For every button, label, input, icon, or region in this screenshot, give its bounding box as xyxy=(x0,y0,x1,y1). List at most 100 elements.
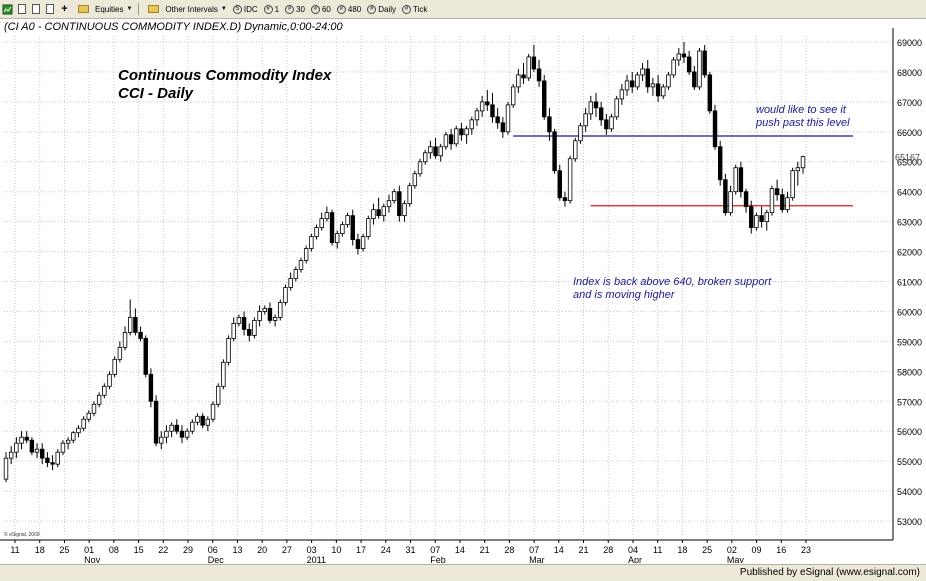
candle-body-up xyxy=(205,418,211,426)
candle xyxy=(215,383,221,408)
candle-body-up xyxy=(164,430,169,438)
candle-body-up xyxy=(127,317,133,333)
interval-label: 1 xyxy=(274,4,280,14)
y-tick-label: 69000 xyxy=(897,38,922,48)
x-tick-label: 28 xyxy=(603,545,613,555)
x-tick-label: 04 xyxy=(628,545,638,555)
x-tick-label: 03 xyxy=(307,545,317,555)
candle-body-up xyxy=(769,188,775,214)
candle xyxy=(516,68,521,93)
page-copy-icon[interactable] xyxy=(32,4,40,14)
candle xyxy=(262,305,267,315)
candle xyxy=(319,212,324,231)
chevron-down-icon: ▼ xyxy=(126,6,133,12)
candle-body-up xyxy=(624,80,630,91)
candle-body-up xyxy=(314,227,319,237)
candle-body-up xyxy=(650,83,656,88)
candle-body-up xyxy=(516,74,521,88)
x-tick-label: 18 xyxy=(677,545,687,555)
candle-body-down xyxy=(686,56,692,73)
interval-button-30[interactable]: #30 xyxy=(285,4,305,14)
candle-body-up xyxy=(335,233,340,243)
equities-menu[interactable]: Equities ▼ xyxy=(95,5,132,14)
candle-body-up xyxy=(159,436,164,444)
candle xyxy=(112,356,117,378)
candle-body-up xyxy=(417,161,423,175)
candle-body-up xyxy=(3,457,9,480)
candle-body-up xyxy=(469,119,474,130)
candle xyxy=(681,41,687,63)
candle xyxy=(179,425,185,444)
candle xyxy=(655,74,661,102)
candle xyxy=(303,245,309,264)
candle-body-up xyxy=(262,308,267,312)
candle xyxy=(619,83,625,105)
candle xyxy=(510,83,516,108)
y-tick-label: 65000 xyxy=(897,158,922,168)
candle xyxy=(645,59,650,93)
candlestick-chart[interactable]: 53000 54000 55000 56000 57000 58000 59000 60000… xyxy=(0,18,926,565)
x-tick-label: 16 xyxy=(776,545,786,555)
interval-button-480[interactable]: #480 xyxy=(336,4,361,14)
chevron-down-icon: ▼ xyxy=(220,6,227,12)
candle xyxy=(536,59,542,87)
candle xyxy=(34,443,40,459)
x-tick-label: 21 xyxy=(480,545,490,555)
candle xyxy=(505,101,511,135)
candle-body-up xyxy=(609,116,614,130)
equities-folder-icon xyxy=(78,5,89,13)
x-tick-label: 20 xyxy=(257,545,267,555)
candle xyxy=(676,47,682,66)
candle-body-down xyxy=(598,107,604,121)
candle-body-down xyxy=(774,188,780,196)
interval-button-idc[interactable]: S IDC xyxy=(232,4,258,14)
add-icon[interactable]: + xyxy=(61,3,68,15)
interval-button-1[interactable]: #1 xyxy=(263,4,280,14)
candle-body-down xyxy=(376,209,381,217)
candle-body-down xyxy=(749,206,754,229)
other-intervals-menu[interactable]: Other Intervals ▼ xyxy=(165,5,226,14)
candle-body-down xyxy=(557,170,562,199)
candle xyxy=(184,428,190,441)
x-month-label: 2011 xyxy=(307,555,326,563)
x-tick-label: 31 xyxy=(405,545,415,555)
candle-body-up xyxy=(60,442,66,453)
candle xyxy=(738,161,744,198)
candle-body-down xyxy=(692,71,697,88)
candle-body-up xyxy=(272,317,278,321)
candle-body-up xyxy=(443,134,449,148)
new-chart-icon[interactable] xyxy=(2,4,13,15)
candle xyxy=(697,47,702,90)
candle xyxy=(257,305,262,327)
candle-body-up xyxy=(86,412,92,420)
candle xyxy=(774,179,780,201)
interval-button-60[interactable]: #60 xyxy=(310,4,331,14)
candle-body-up xyxy=(102,385,107,396)
candle-body-down xyxy=(681,53,687,58)
candle-body-up xyxy=(697,50,702,88)
candle-body-up xyxy=(790,170,795,199)
candle-body-up xyxy=(366,218,371,237)
x-tick-label: 02 xyxy=(727,545,737,555)
candle xyxy=(76,425,81,438)
candle-body-down xyxy=(542,80,547,118)
interval-clock-icon: # xyxy=(285,4,295,14)
interval-button-tick[interactable]: # Tick xyxy=(402,4,427,14)
candle xyxy=(8,446,14,465)
interval-clock-icon: # xyxy=(263,4,273,14)
candle xyxy=(671,56,676,78)
x-month-label: Dec xyxy=(208,555,225,563)
page-icon[interactable] xyxy=(18,4,26,14)
candle xyxy=(391,188,397,204)
candle-body-up xyxy=(464,128,469,136)
candle-body-up xyxy=(578,125,583,142)
y-tick-label: 63000 xyxy=(897,218,922,228)
candle xyxy=(267,302,273,324)
chart-panel[interactable]: 53000 54000 55000 56000 57000 58000 59000 60000… xyxy=(0,18,926,565)
candle-body-down xyxy=(24,436,29,441)
candle-body-down xyxy=(702,50,707,76)
candle-body-up xyxy=(324,212,330,220)
y-tick-label: 53000 xyxy=(897,517,922,527)
interval-button-daily[interactable]: # Daily xyxy=(367,4,396,14)
page-settings-icon[interactable] xyxy=(46,4,54,14)
